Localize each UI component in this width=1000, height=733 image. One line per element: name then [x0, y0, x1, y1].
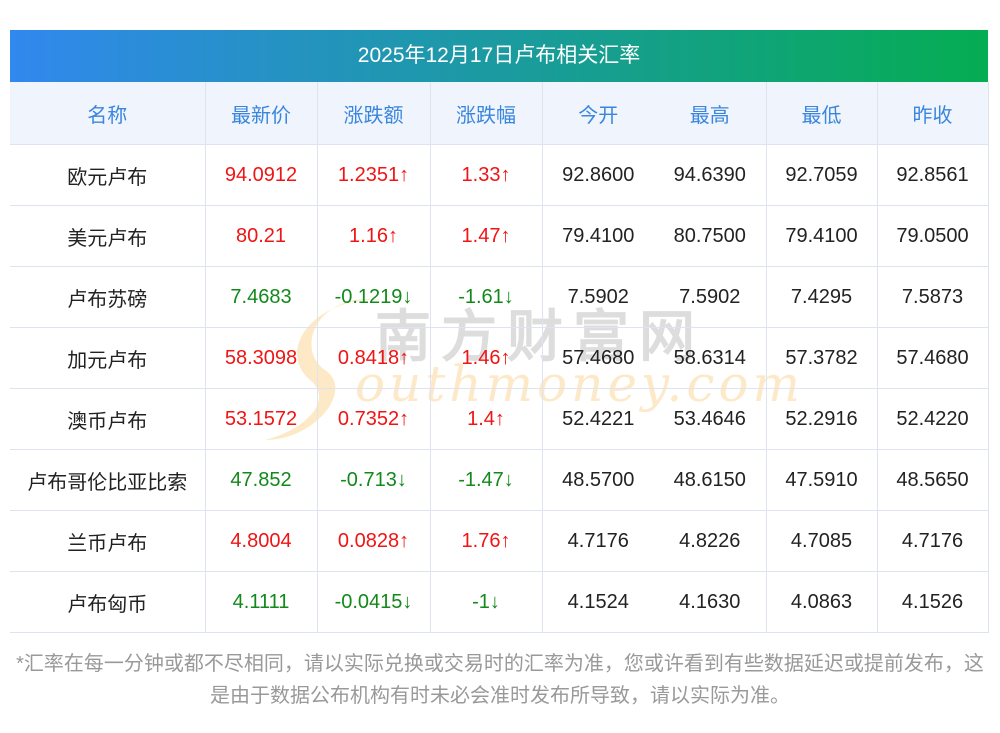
- cell-latest: 4.1111: [205, 571, 318, 633]
- cell-change: 0.7352↑: [317, 388, 431, 450]
- cell-pct: -1↓: [430, 571, 543, 633]
- cell-low: 57.3782: [766, 327, 878, 389]
- header-change: 涨跌额: [317, 82, 431, 145]
- cell-name: 加元卢布: [10, 327, 206, 389]
- cell-pct: -1.61↓: [430, 266, 543, 328]
- cell-pct: 1.46↑: [430, 327, 543, 389]
- cell-latest: 80.21: [205, 205, 318, 267]
- table-row: 加元卢布 58.3098 0.8418↑ 1.46↑ 57.4680 58.6314 57.…: [10, 327, 989, 389]
- cell-low: 47.5910: [766, 449, 878, 511]
- cell-pct: 1.47↑: [430, 205, 543, 267]
- cell-latest: 94.0912: [205, 144, 318, 206]
- header-latest: 最新价: [205, 82, 318, 145]
- cell-low: 7.4295: [766, 266, 878, 328]
- cell-high: 7.5902: [654, 266, 767, 328]
- cell-high: 48.6150: [654, 449, 767, 511]
- cell-prev: 48.5650: [877, 449, 989, 511]
- table-row: 澳币卢布 53.1572 0.7352↑ 1.4↑ 52.4221 53.4646 52.2…: [10, 388, 989, 450]
- cell-prev: 57.4680: [877, 327, 989, 389]
- cell-high: 4.8226: [654, 510, 767, 572]
- table-row: 卢布匈币 4.1111 -0.0415↓ -1↓ 4.1524 4.1630 4.0863 4…: [10, 571, 989, 633]
- cell-open: 92.8600: [542, 144, 654, 206]
- table-row: 卢布苏磅 7.4683 -0.1219↓ -1.61↓ 7.5902 7.5902 7.42…: [10, 266, 989, 328]
- cell-high: 53.4646: [654, 388, 767, 450]
- cell-open: 79.4100: [542, 205, 654, 267]
- cell-name: 兰币卢布: [10, 510, 206, 572]
- cell-change: 1.16↑: [317, 205, 431, 267]
- table-row: 卢布哥伦比亚比索 47.852 -0.713↓ -1.47↓ 48.5700 48.615…: [10, 449, 989, 511]
- cell-high: 4.1630: [654, 571, 767, 633]
- cell-name: 卢布哥伦比亚比索: [10, 449, 206, 511]
- cell-latest: 58.3098: [205, 327, 318, 389]
- cell-pct: 1.76↑: [430, 510, 543, 572]
- cell-change: -0.1219↓: [317, 266, 431, 328]
- cell-high: 58.6314: [654, 327, 767, 389]
- cell-prev: 4.7176: [877, 510, 989, 572]
- cell-latest: 53.1572: [205, 388, 318, 450]
- table-row: 美元卢布 80.21 1.16↑ 1.47↑ 79.4100 80.7500 79.4100…: [10, 205, 989, 267]
- cell-prev: 52.4220: [877, 388, 989, 450]
- cell-open: 52.4221: [542, 388, 654, 450]
- cell-low: 52.2916: [766, 388, 878, 450]
- cell-name: 卢布苏磅: [10, 266, 206, 328]
- cell-name: 卢布匈币: [10, 571, 206, 633]
- cell-low: 79.4100: [766, 205, 878, 267]
- cell-latest: 47.852: [205, 449, 318, 511]
- cell-latest: 4.8004: [205, 510, 318, 572]
- cell-change: 0.0828↑: [317, 510, 431, 572]
- cell-low: 4.0863: [766, 571, 878, 633]
- cell-open: 7.5902: [542, 266, 654, 328]
- cell-change: -0.713↓: [317, 449, 431, 511]
- cell-pct: 1.33↑: [430, 144, 543, 206]
- cell-low: 4.7085: [766, 510, 878, 572]
- header-name: 名称: [10, 82, 206, 145]
- cell-open: 57.4680: [542, 327, 654, 389]
- cell-latest: 7.4683: [205, 266, 318, 328]
- cell-name: 美元卢布: [10, 205, 206, 267]
- rate-table-panel: 2025年12月17日卢布相关汇率 名称 最新价 涨跌额 涨跌幅 今开 最高 最…: [10, 30, 989, 633]
- cell-name: 欧元卢布: [10, 144, 206, 206]
- header-pct: 涨跌幅: [430, 82, 543, 145]
- header-row: 名称 最新价 涨跌额 涨跌幅 今开 最高 最低 昨收: [10, 82, 989, 145]
- cell-change: -0.0415↓: [317, 571, 431, 633]
- rate-table: 名称 最新价 涨跌额 涨跌幅 今开 最高 最低 昨收 欧元卢布 94.0912 1.…: [10, 82, 989, 633]
- cell-change: 0.8418↑: [317, 327, 431, 389]
- cell-pct: -1.47↓: [430, 449, 543, 511]
- cell-prev: 79.0500: [877, 205, 989, 267]
- header-low: 最低: [766, 82, 878, 145]
- table-row: 欧元卢布 94.0912 1.2351↑ 1.33↑ 92.8600 94.6390 92.…: [10, 144, 989, 206]
- header-prev: 昨收: [877, 82, 989, 145]
- cell-prev: 7.5873: [877, 266, 989, 328]
- cell-open: 48.5700: [542, 449, 654, 511]
- cell-name: 澳币卢布: [10, 388, 206, 450]
- cell-high: 80.7500: [654, 205, 767, 267]
- table-title: 2025年12月17日卢布相关汇率: [10, 30, 988, 82]
- cell-high: 94.6390: [654, 144, 767, 206]
- header-open: 今开: [542, 82, 654, 145]
- disclaimer-note: *汇率在每一分钟或都不尽相同，请以实际兑换或交易时的汇率为准，您或许看到有些数据…: [16, 653, 984, 707]
- header-high: 最高: [654, 82, 767, 145]
- cell-open: 4.7176: [542, 510, 654, 572]
- cell-prev: 4.1526: [877, 571, 989, 633]
- cell-low: 92.7059: [766, 144, 878, 206]
- table-row: 兰币卢布 4.8004 0.0828↑ 1.76↑ 4.7176 4.8226 4.7085…: [10, 510, 989, 572]
- cell-change: 1.2351↑: [317, 144, 431, 206]
- cell-prev: 92.8561: [877, 144, 989, 206]
- cell-open: 4.1524: [542, 571, 654, 633]
- cell-pct: 1.4↑: [430, 388, 543, 450]
